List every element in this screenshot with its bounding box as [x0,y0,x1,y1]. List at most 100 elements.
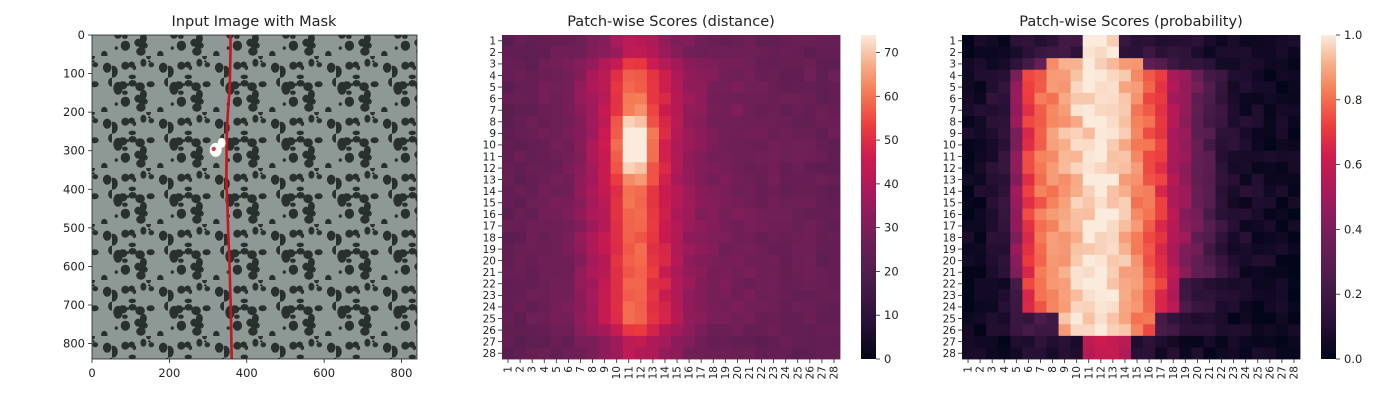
heatmap-cell [658,150,672,163]
heatmap-cell [695,324,708,337]
heatmap-cell [731,81,744,94]
heatmap-cell [962,92,975,105]
heatmap-cell [719,289,732,302]
heatmap-cell [1046,150,1059,163]
heatmap-cell [550,243,563,256]
x-tick-label: 11 [1083,366,1095,379]
heatmap-cell [610,312,624,325]
heatmap-cell [610,150,624,163]
heatmap-cell [586,220,599,233]
heatmap-cell [791,278,805,290]
x-tick-label: 15 [672,366,684,379]
heatmap-cell [562,185,575,198]
heatmap-cell [998,301,1011,314]
heatmap-cell [1215,150,1228,163]
heatmap-cell [1191,116,1204,128]
heatmap-cell [1046,162,1059,175]
heatmap-cell [1106,324,1120,337]
heatmap-cell [1094,69,1108,82]
heatmap-cell [1106,347,1120,360]
x-tick-label: 800 [391,366,413,380]
probability-heatmap-x-axis: 1 2 3 4 5 6 7 8 9 10 11 12 13 14 15 16 17 18 19 20 21 22 23 24 2… [963,359,1300,379]
heatmap-cell [1275,104,1289,117]
heatmap-cell [815,116,829,128]
heatmap-cell [1215,289,1228,302]
heatmap-cell [1094,185,1108,198]
heatmap-cell [586,35,599,47]
y-tick-label: 26 [483,325,497,337]
heatmap-cell [1082,266,1096,279]
heatmap-cell [658,35,672,47]
heatmap-cell [514,220,527,233]
heatmap-cell [986,347,999,360]
x-tick-label: 3 [987,366,999,373]
heatmap-cell [634,278,648,290]
heatmap-cell [562,104,575,117]
heatmap-cell [1143,69,1156,82]
heatmap-cell [574,278,587,290]
colorbar-tick-label: 0.0 [1344,352,1362,366]
heatmap-cell [1251,197,1265,209]
heatmap-cell [1022,127,1035,140]
heatmap-cell [1191,208,1204,221]
heatmap-cell [815,46,829,59]
heatmap-cell [1167,231,1180,244]
x-tick-label: 2 [515,366,527,373]
heatmap-cell [779,92,793,105]
heatmap-cell [646,278,660,290]
heatmap-cell [1287,208,1301,221]
heatmap-cell [743,347,756,360]
heatmap-cell [986,116,999,128]
heatmap-cell [598,335,612,348]
heatmap-cell [1191,335,1204,348]
heatmap-cell [1143,58,1156,71]
heatmap-cell [803,104,817,117]
distance-colorbar [861,35,876,359]
heatmap-cell [1034,243,1047,256]
heatmap-cell [707,46,720,59]
heatmap-cell [1022,139,1035,152]
y-tick-label: 7 [489,105,496,117]
heatmap-cell [1239,312,1253,325]
heatmap-cell [671,35,684,47]
heatmap-cell [974,312,987,325]
heatmap-cell [998,104,1011,117]
heatmap-cell [562,289,575,302]
heatmap-cell [998,243,1011,256]
heatmap-cell [1082,139,1096,152]
heatmap-cell [695,197,708,209]
heatmap-cell [1046,104,1059,117]
heatmap-cell [1058,312,1072,325]
heatmap-cell [1227,35,1241,47]
heatmap-cell [514,185,527,198]
heatmap-cell [1094,162,1108,175]
heatmap-cell [598,301,612,314]
heatmap-cell [962,116,975,128]
heatmap-cell [1179,301,1192,314]
heatmap-cell [1287,266,1301,279]
heatmap-cell [1118,220,1132,233]
heatmap-cell [1082,173,1096,186]
heatmap-cell [1239,208,1253,221]
heatmap-cell [743,335,756,348]
heatmap-cell [962,220,975,233]
heatmap-cell [526,92,539,105]
heatmap-cell [1287,335,1301,348]
heatmap-cell [719,254,732,267]
heatmap-cell [695,46,708,59]
heatmap-cell [1070,324,1084,337]
heatmap-cell [755,335,768,348]
heatmap-cell [986,162,999,175]
heatmap-cell [1155,46,1168,59]
heatmap-cell [731,139,744,152]
heatmap-cell [974,197,987,209]
heatmap-cell [1179,312,1192,325]
heatmap-cell [1118,197,1132,209]
heatmap-cell [1010,46,1023,59]
heatmap-cell [1287,58,1301,71]
y-tick-label: 11 [943,151,956,163]
heatmap-cell [1251,35,1265,47]
heatmap-cell [586,197,599,209]
heatmap-cell [622,162,636,175]
heatmap-cell [767,150,781,163]
